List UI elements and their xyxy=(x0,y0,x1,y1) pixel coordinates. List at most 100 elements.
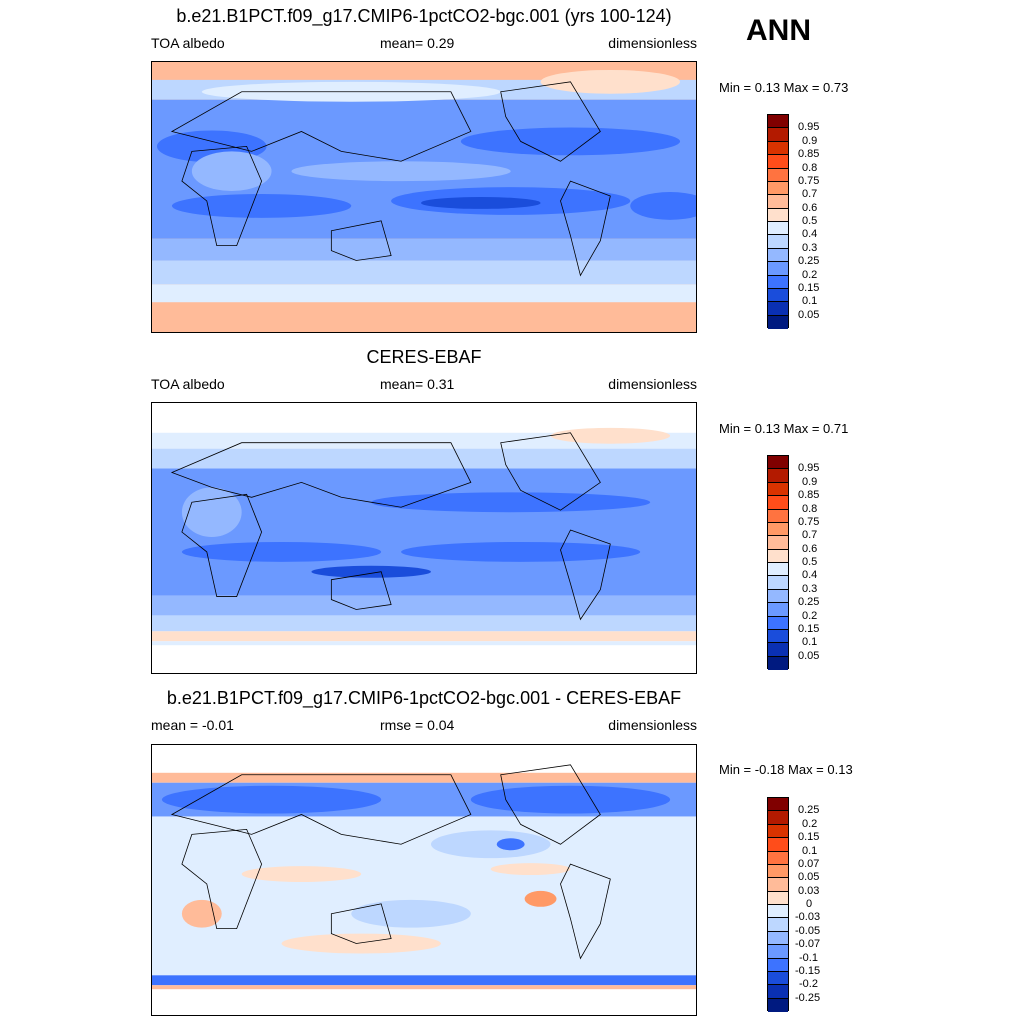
colorbar-label: -0.25 xyxy=(795,991,821,1004)
panel-2-title: CERES-EBAF xyxy=(366,347,482,367)
panel-2-units: dimensionless xyxy=(608,376,697,392)
colorbar-label: 0.1 xyxy=(802,636,818,649)
colorbar-swatch xyxy=(768,824,788,839)
colorbar-label: -0.07 xyxy=(795,938,821,951)
colorbar-swatch xyxy=(768,315,788,329)
colorbar-swatch xyxy=(768,456,788,470)
colorbar-label: 0.4 xyxy=(802,569,818,582)
panel-3-title: b.e21.B1PCT.f09_g17.CMIP6-1pctCO2-bgc.00… xyxy=(166,688,682,708)
colorbar-swatch xyxy=(768,985,788,999)
albedo-model-field xyxy=(152,62,696,332)
panel-3-colorbar xyxy=(767,797,789,1012)
panel-1-mean: mean= 0.29 xyxy=(380,35,455,51)
colorbar-label: 0.75 xyxy=(798,174,820,187)
panel-1-colorbar xyxy=(767,114,789,329)
colorbar-label: 0.05 xyxy=(798,871,820,884)
panel-1-minmax: Min = 0.13 Max = 0.73 xyxy=(719,80,849,95)
albedo-difference-field xyxy=(152,745,696,1015)
colorbar-swatch xyxy=(768,998,788,1012)
colorbar-label: 0.25 xyxy=(798,804,820,817)
colorbar-label: 0.4 xyxy=(802,228,818,241)
colorbar-swatch xyxy=(768,878,788,892)
colorbar-label: 0.7 xyxy=(802,529,818,542)
panel-3-rmse: rmse = 0.04 xyxy=(380,717,455,733)
colorbar-label: 0.85 xyxy=(798,489,820,502)
colorbar-label: 0.2 xyxy=(802,609,818,622)
colorbar-swatch xyxy=(768,563,788,577)
colorbar-label: 0.75 xyxy=(798,515,820,528)
colorbar-swatch xyxy=(768,864,788,879)
colorbar-label: 0.6 xyxy=(802,201,818,214)
colorbar-label: 0.9 xyxy=(802,475,818,488)
colorbar-swatch xyxy=(768,603,788,617)
colorbar-swatch xyxy=(768,275,788,289)
colorbar-swatch xyxy=(768,195,788,209)
colorbar-swatch xyxy=(768,958,788,972)
colorbar-swatch xyxy=(768,851,788,865)
colorbar-swatch xyxy=(768,222,788,236)
colorbar-swatch xyxy=(768,549,788,563)
panel-2-colorbar xyxy=(767,455,789,670)
colorbar-label: 0.1 xyxy=(802,295,818,308)
colorbar-label: 0.95 xyxy=(798,462,820,475)
panel-2-map xyxy=(151,402,697,674)
colorbar-swatch xyxy=(768,522,788,537)
panel-3-mean: mean = -0.01 xyxy=(151,717,234,733)
colorbar-label: 0.2 xyxy=(802,268,818,281)
colorbar-label: -0.1 xyxy=(799,951,818,964)
panel-1-units: dimensionless xyxy=(608,35,697,51)
colorbar-swatch xyxy=(768,798,788,812)
colorbar-label: 0.05 xyxy=(798,649,820,662)
colorbar-label: 0.8 xyxy=(802,161,818,174)
colorbar-swatch xyxy=(768,482,788,497)
colorbar-label: 0.3 xyxy=(802,582,818,595)
colorbar-swatch xyxy=(768,629,788,644)
colorbar-swatch xyxy=(768,656,788,670)
colorbar-label: 0.25 xyxy=(798,255,820,268)
colorbar-label: 0.95 xyxy=(798,121,820,134)
colorbar-swatch xyxy=(768,576,788,590)
panel-2-mean: mean= 0.31 xyxy=(380,376,455,392)
colorbar-swatch xyxy=(768,496,788,510)
panel-3-units: dimensionless xyxy=(608,717,697,733)
colorbar-swatch xyxy=(768,469,788,483)
colorbar-label: 0.9 xyxy=(802,134,818,147)
colorbar-swatch xyxy=(768,181,788,196)
colorbar-label: 0.1 xyxy=(802,844,818,857)
colorbar-swatch xyxy=(768,616,788,630)
colorbar-label: 0.5 xyxy=(802,556,818,568)
colorbar-label: -0.15 xyxy=(795,964,821,977)
colorbar-swatch xyxy=(768,128,788,142)
colorbar-label: 0.15 xyxy=(798,831,820,844)
panel-1-map xyxy=(151,61,697,333)
colorbar-label: 0.5 xyxy=(802,215,818,227)
colorbar-label: 0.05 xyxy=(798,308,820,321)
colorbar-label: 0.6 xyxy=(802,542,818,555)
colorbar-label: 0.7 xyxy=(802,188,818,201)
colorbar-label: 0.07 xyxy=(798,857,820,870)
colorbar-label: 0.3 xyxy=(802,241,818,254)
panel-1-title: b.e21.B1PCT.f09_g17.CMIP6-1pctCO2-bgc.00… xyxy=(176,6,672,26)
colorbar-swatch xyxy=(768,931,788,946)
colorbar-label: 0.15 xyxy=(798,622,820,635)
season-label: ANN xyxy=(746,14,811,47)
panel-3-minmax: Min = -0.18 Max = 0.13 xyxy=(719,762,853,777)
panel-2-variable: TOA albedo xyxy=(151,376,225,392)
colorbar-label: 0.8 xyxy=(802,502,818,515)
colorbar-label: 0 xyxy=(806,898,813,910)
colorbar-swatch xyxy=(768,262,788,276)
colorbar-swatch xyxy=(768,288,788,303)
colorbar-swatch xyxy=(768,302,788,316)
colorbar-label: 0.2 xyxy=(802,817,818,830)
colorbar-swatch xyxy=(768,141,788,156)
colorbar-swatch xyxy=(768,248,788,263)
colorbar-swatch xyxy=(768,589,788,604)
colorbar-swatch xyxy=(768,168,788,182)
colorbar-swatch xyxy=(768,971,788,986)
colorbar-swatch xyxy=(768,838,788,852)
colorbar-swatch xyxy=(768,643,788,657)
colorbar-label: 0.25 xyxy=(798,596,820,609)
colorbar-swatch xyxy=(768,918,788,932)
colorbar-swatch xyxy=(768,208,788,222)
colorbar-label: -0.03 xyxy=(795,911,821,924)
